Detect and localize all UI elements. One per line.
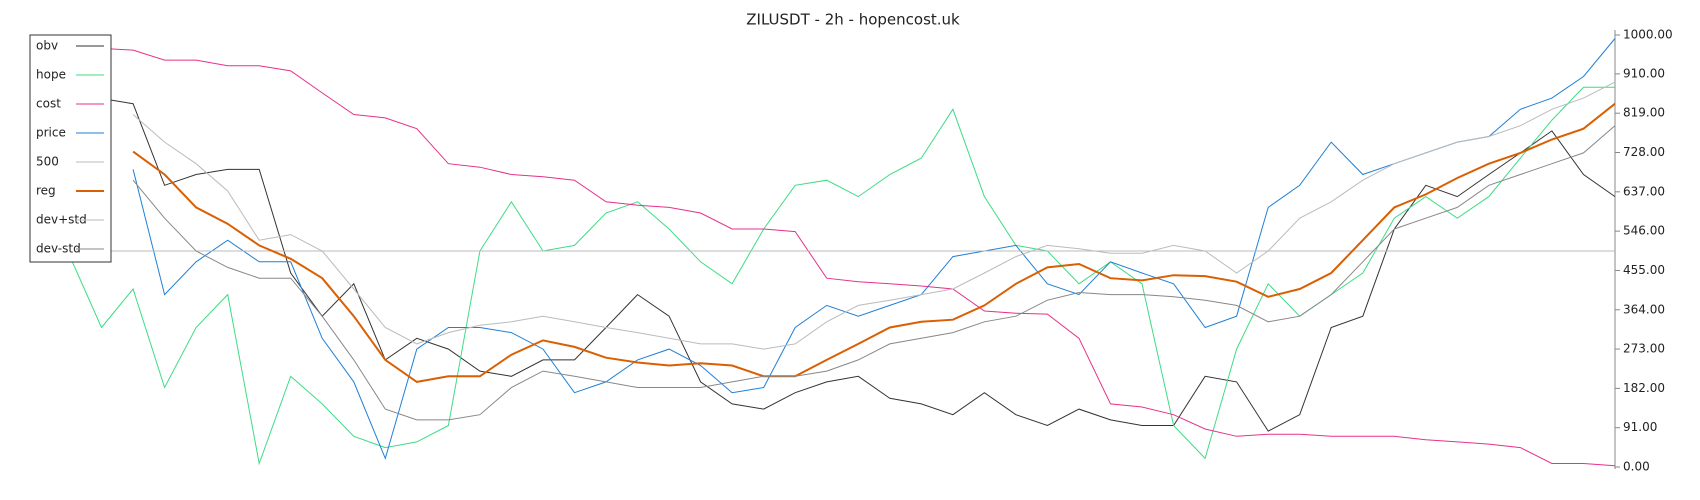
y-tick-label: 91.00	[1623, 420, 1657, 434]
series-line	[132, 125, 1616, 421]
legend-label: hope	[36, 68, 66, 82]
y-tick-label: 910.00	[1623, 66, 1665, 80]
y-tick-label: 364.00	[1623, 302, 1665, 316]
legend-box	[29, 34, 112, 263]
legend-label: cost	[36, 97, 61, 111]
legend-label: 500	[36, 155, 59, 169]
chart-title: ZILUSDT - 2h - hopencost.uk	[746, 11, 960, 29]
series-line	[132, 38, 1616, 460]
y-tick-label: 273.00	[1623, 342, 1665, 356]
legend-label: dev+std	[36, 213, 87, 227]
legend-label: price	[36, 126, 66, 140]
y-tick-label: 0.00	[1623, 460, 1650, 474]
legend-label: reg	[36, 184, 56, 198]
y-tick-label: 819.00	[1623, 106, 1665, 120]
series-line	[69, 86, 1615, 466]
series-line	[101, 47, 1616, 467]
y-tick-label: 455.00	[1623, 263, 1665, 277]
legend-label: obv	[36, 39, 58, 53]
y-tick-label: 637.00	[1623, 184, 1665, 198]
legend: obv hope cost price 500 reg dev+std dev-std	[29, 34, 112, 263]
series-line	[132, 102, 1616, 383]
y-tick-label: 728.00	[1623, 145, 1665, 159]
legend-label: dev-std	[36, 242, 81, 256]
series-line	[132, 81, 1616, 350]
y-tick-label: 1000.00	[1623, 28, 1673, 42]
y-tick-label: 182.00	[1623, 381, 1665, 395]
y-tick-label: 546.00	[1623, 224, 1665, 238]
series-line	[101, 98, 1616, 432]
